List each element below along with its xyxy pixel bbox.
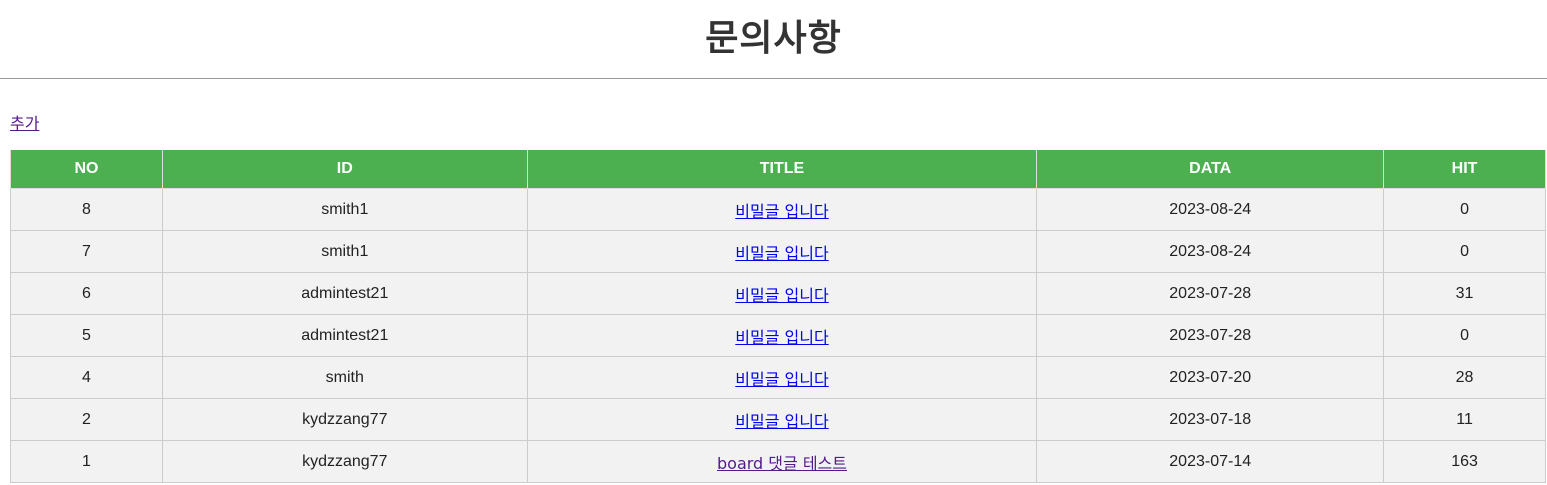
cell-id: kydzzang77 (161, 440, 528, 483)
post-title-link[interactable]: 비밀글 입니다 (735, 369, 829, 389)
column-header-id: ID (161, 150, 528, 189)
post-title-link[interactable]: 비밀글 입니다 (735, 243, 829, 263)
cell-id: kydzzang77 (161, 398, 528, 441)
table-row: 8 smith1 비밀글 입니다 2023-08-24 0 (10, 188, 1546, 231)
page-title: 문의사항 (705, 18, 842, 59)
cell-title: 비밀글 입니다 (526, 398, 1038, 441)
cell-date: 2023-07-18 (1036, 398, 1385, 441)
cell-date: 2023-07-28 (1036, 272, 1385, 315)
table-row: 1 kydzzang77 board 댓글 테스트 2023-07-14 163 (10, 440, 1546, 483)
board-table: NO ID TITLE DATA HIT 8 smith1 비밀글 입니다 2023-… (10, 150, 1546, 483)
post-title-link[interactable]: 비밀글 입니다 (735, 327, 829, 347)
cell-title: 비밀글 입니다 (526, 188, 1038, 231)
cell-hit: 163 (1383, 440, 1546, 483)
cell-hit: 0 (1383, 230, 1546, 273)
cell-date: 2023-08-24 (1036, 188, 1385, 231)
cell-no: 1 (10, 440, 163, 483)
cell-id: admintest21 (161, 272, 528, 315)
cell-title: 비밀글 입니다 (526, 314, 1038, 357)
cell-date: 2023-07-14 (1036, 440, 1385, 483)
column-header-no: NO (10, 150, 163, 189)
cell-date: 2023-08-24 (1036, 230, 1385, 273)
post-title-link[interactable]: 비밀글 입니다 (735, 201, 829, 221)
table-row: 4 smith 비밀글 입니다 2023-07-20 28 (10, 356, 1546, 399)
cell-hit: 0 (1383, 314, 1546, 357)
cell-title: 비밀글 입니다 (526, 356, 1038, 399)
table-header-row: NO ID TITLE DATA HIT (10, 150, 1546, 189)
cell-date: 2023-07-28 (1036, 314, 1385, 357)
cell-no: 2 (10, 398, 163, 441)
cell-no: 5 (10, 314, 163, 357)
add-button[interactable]: 추가 (10, 114, 40, 133)
cell-title: 비밀글 입니다 (526, 230, 1038, 273)
cell-id: smith (161, 356, 528, 399)
table-row: 2 kydzzang77 비밀글 입니다 2023-07-18 11 (10, 398, 1546, 441)
table-body: 8 smith1 비밀글 입니다 2023-08-24 0 7 smith1 비밀글 입니다 2… (10, 188, 1546, 483)
post-title-link[interactable]: board 댓글 테스트 (717, 453, 847, 473)
post-title-link[interactable]: 비밀글 입니다 (735, 411, 829, 431)
cell-no: 7 (10, 230, 163, 273)
cell-id: admintest21 (161, 314, 528, 357)
cell-no: 4 (10, 356, 163, 399)
table-row: 5 admintest21 비밀글 입니다 2023-07-28 0 (10, 314, 1546, 357)
cell-title: board 댓글 테스트 (526, 440, 1038, 483)
column-header-hit: HIT (1383, 150, 1546, 189)
cell-id: smith1 (161, 230, 528, 273)
cell-no: 6 (10, 272, 163, 315)
cell-title: 비밀글 입니다 (526, 272, 1038, 315)
cell-date: 2023-07-20 (1036, 356, 1385, 399)
cell-hit: 28 (1383, 356, 1546, 399)
cell-hit: 11 (1383, 398, 1546, 441)
add-link-container: 추가 (10, 110, 39, 134)
cell-id: smith1 (161, 188, 528, 231)
table-row: 6 admintest21 비밀글 입니다 2023-07-28 31 (10, 272, 1546, 315)
page-header: 문의사항 (0, 0, 1547, 79)
table-row: 7 smith1 비밀글 입니다 2023-08-24 0 (10, 230, 1546, 273)
cell-hit: 0 (1383, 188, 1546, 231)
post-title-link[interactable]: 비밀글 입니다 (735, 285, 829, 305)
column-header-title: TITLE (526, 150, 1038, 189)
column-header-date: DATA (1036, 150, 1385, 189)
cell-hit: 31 (1383, 272, 1546, 315)
cell-no: 8 (10, 188, 163, 231)
